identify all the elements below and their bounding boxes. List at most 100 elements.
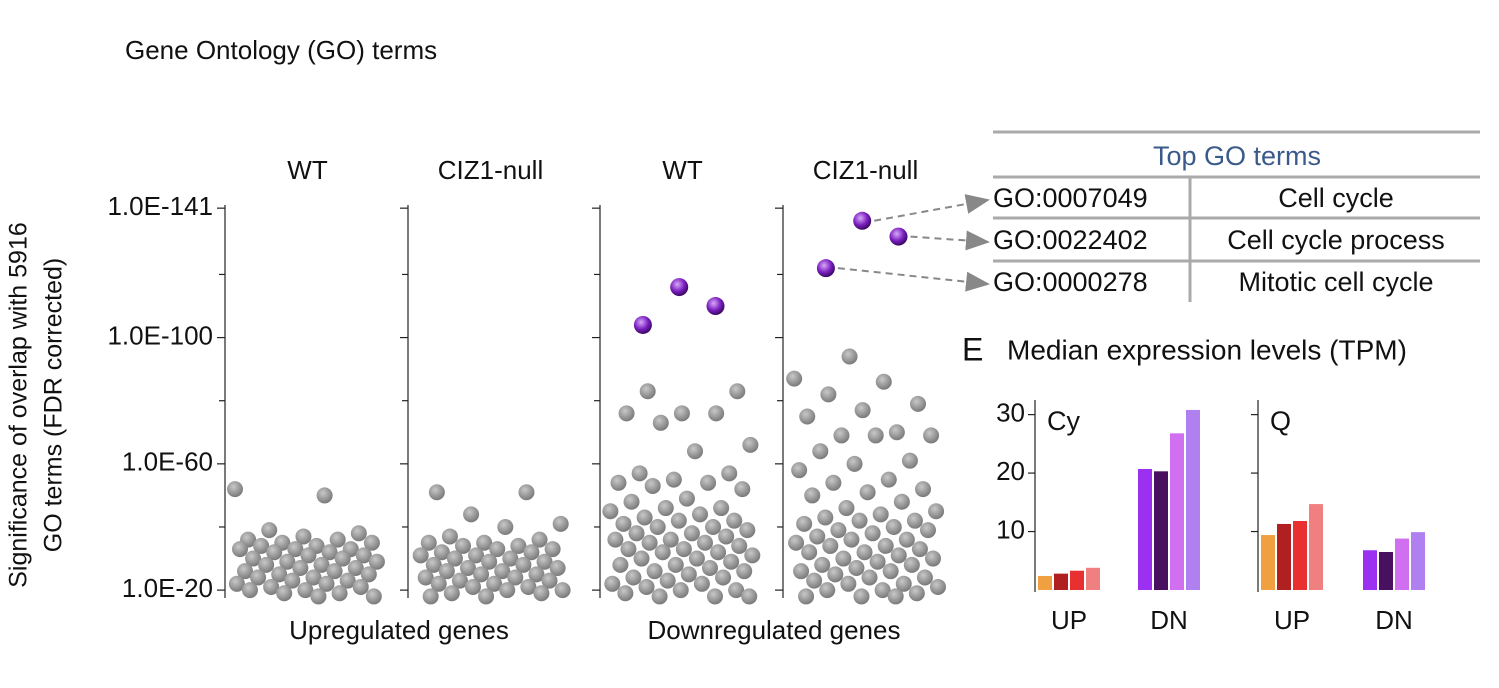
- figure-title: Gene Ontology (GO) terms: [125, 35, 437, 65]
- go-term-point: [901, 452, 918, 469]
- table-header: Top GO terms: [1153, 141, 1321, 171]
- go-term-point: [633, 550, 650, 567]
- bar: [1395, 538, 1409, 590]
- bar: [1154, 471, 1168, 590]
- go-term-point: [481, 553, 498, 570]
- x-tick-label: DN: [1375, 605, 1413, 635]
- top-go-point: [706, 297, 725, 316]
- go-term-point: [339, 572, 356, 589]
- bar: [1363, 550, 1377, 590]
- go-term-point: [728, 582, 745, 599]
- go-term-point: [638, 578, 655, 595]
- go-term-point: [292, 560, 309, 577]
- go-term-point: [659, 572, 676, 589]
- go-term-point: [867, 427, 884, 444]
- go-term-point: [310, 588, 327, 605]
- go-term-point: [441, 528, 458, 545]
- go-term-point: [228, 575, 245, 592]
- go-term-point: [825, 474, 842, 491]
- go-term-point: [651, 588, 668, 605]
- go-term-point: [554, 582, 571, 599]
- go-term-point: [227, 481, 243, 498]
- go-term-point: [263, 578, 280, 595]
- go-term-point: [793, 563, 810, 580]
- go-term-point: [799, 408, 816, 425]
- go-term-point: [468, 547, 485, 564]
- panel-label: E: [962, 331, 983, 367]
- go-term-point: [617, 585, 634, 602]
- go-term-point: [693, 575, 710, 592]
- go-term-point: [250, 569, 267, 586]
- chart-title: Cy: [1047, 406, 1080, 436]
- go-term-point: [708, 405, 725, 422]
- go-term-point: [872, 506, 889, 523]
- go-term-point: [515, 556, 532, 573]
- go-term-point: [528, 566, 545, 583]
- go-term-point: [494, 563, 511, 580]
- y-tick-label: 1.0E-60: [122, 447, 213, 477]
- go-term-point: [911, 541, 928, 558]
- go-term-point: [700, 474, 717, 491]
- go-term-point: [688, 550, 705, 567]
- go-term-point: [696, 534, 713, 551]
- go-term-point: [706, 588, 723, 605]
- go-term-point: [300, 547, 317, 564]
- top-go-point: [889, 227, 908, 246]
- go-term-point: [486, 575, 503, 592]
- go-term-point: [731, 537, 748, 554]
- go-term-point: [670, 512, 687, 529]
- go-term-point: [454, 537, 471, 554]
- y-axis-label: Significance of overlap with 5916: [5, 222, 33, 588]
- x-tick-label: DN: [1150, 605, 1188, 635]
- go-term-point: [924, 550, 941, 567]
- go-term-point: [734, 481, 751, 498]
- go-term-point: [636, 509, 653, 526]
- go-term-point: [644, 477, 661, 494]
- go-term-point: [786, 370, 803, 387]
- go-term-point: [231, 541, 248, 558]
- bar: [1293, 521, 1307, 590]
- go-term-point: [874, 582, 891, 599]
- bar: [1170, 433, 1184, 590]
- go-term-point: [888, 424, 905, 441]
- go-term-point: [895, 575, 912, 592]
- group-label: Upregulated genes: [289, 615, 509, 645]
- go-term-point: [321, 544, 338, 561]
- go-term-point: [809, 528, 826, 545]
- go-term-point: [417, 569, 434, 586]
- go-term-point: [851, 512, 868, 529]
- go-term-point: [625, 569, 642, 586]
- y-tick-label: 1.0E-20: [122, 573, 213, 603]
- go-term-point: [350, 525, 367, 542]
- go-term-point: [817, 509, 834, 526]
- go-term-point: [819, 582, 836, 599]
- bar: [1054, 573, 1068, 590]
- go-term-point: [536, 553, 553, 570]
- go-term-point: [822, 537, 839, 554]
- go-term-point: [422, 588, 439, 605]
- go-id: GO:0022402: [993, 225, 1148, 255]
- go-term-point: [518, 484, 535, 501]
- go-term-point: [347, 560, 364, 577]
- go-term-point: [739, 522, 756, 539]
- go-term-point: [476, 534, 493, 551]
- top-go-point: [670, 278, 689, 297]
- go-term-point: [451, 572, 468, 589]
- group-label: Downregulated genes: [648, 615, 901, 645]
- y-tick-label: 1.0E-100: [107, 320, 213, 350]
- go-term-point: [903, 556, 920, 573]
- go-term-point: [906, 512, 923, 529]
- go-term-point: [744, 547, 761, 564]
- go-term-point: [329, 531, 346, 548]
- go-term-point: [241, 582, 258, 599]
- bar: [1070, 570, 1084, 590]
- go-term-point: [236, 563, 253, 580]
- go-term-point: [721, 465, 738, 482]
- go-term-point: [464, 578, 481, 595]
- go-term-point: [838, 500, 855, 517]
- go-term-point: [796, 515, 813, 532]
- go-term-point: [916, 569, 933, 586]
- go-term-point: [352, 578, 369, 595]
- go-term-point: [313, 556, 330, 573]
